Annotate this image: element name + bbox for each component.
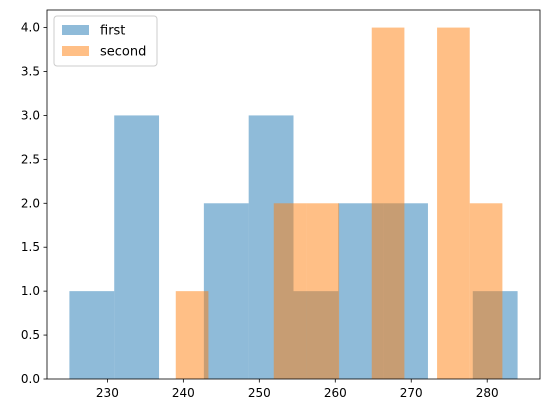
bar-first-1 [114,115,160,379]
y-tick-label-8: 4.0 [21,21,40,35]
legend: first second [53,15,158,67]
bar-first-0 [69,291,115,379]
x-tick-label-5: 280 [476,386,499,400]
y-tick-label-2: 1.0 [21,284,40,298]
y-tick-label-4: 2.0 [21,196,40,210]
bar-second-8 [437,27,470,379]
bar-second-9 [469,203,503,379]
x-tick-label-3: 260 [324,386,347,400]
x-tick-label-1: 240 [172,386,195,400]
bars-layer [69,27,518,379]
y-tick-label-3: 1.5 [21,240,40,254]
bar-second-3 [273,203,307,379]
y-tick-label-1: 0.5 [21,328,40,342]
axes-layer: 230 240 250 260 270 280 0.0 0.5 1.0 1.5 2.0 2.5 3.0 3… [21,9,541,400]
y-tick-label-7: 3.5 [21,65,40,79]
bar-second-6 [371,27,405,379]
legend-label-first: first [100,24,125,39]
x-tick-label-0: 230 [96,386,119,400]
y-tick-label-0: 0.0 [21,372,40,386]
legend-swatch-first [62,25,89,35]
x-tick-label-4: 270 [400,386,423,400]
axes-frame [46,9,541,380]
bar-second-4 [306,203,340,379]
x-tick-label-2: 250 [248,386,271,400]
bar-second-0 [175,291,209,379]
legend-label-second: second [100,45,146,60]
y-tick-label-6: 3.0 [21,108,40,122]
legend-swatch-second [62,46,89,56]
bar-first-3 [203,203,249,379]
y-tick-label-5: 2.5 [21,152,40,166]
